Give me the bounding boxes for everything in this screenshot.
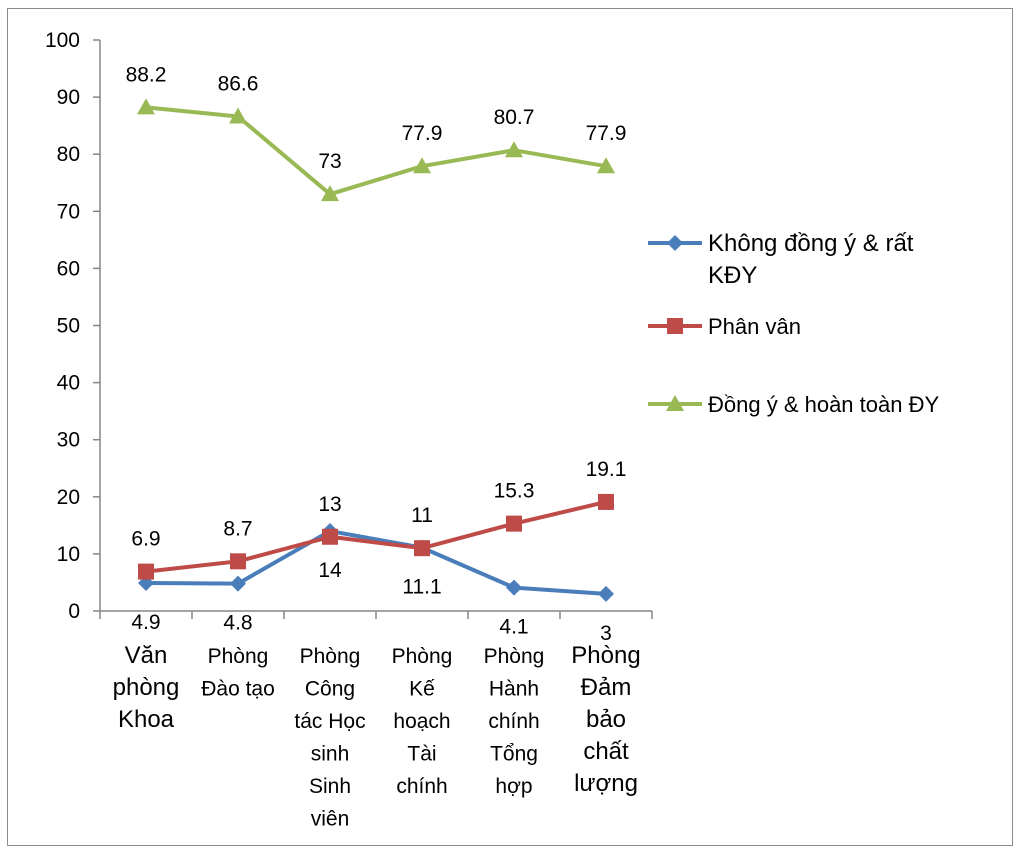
category-label: Hành — [489, 678, 539, 701]
category-label: chính — [488, 710, 539, 733]
series-line — [145, 499, 607, 574]
data-point — [137, 98, 155, 115]
data-point — [321, 185, 339, 202]
data-label: 19.1 — [586, 458, 627, 481]
category-label: Sinh — [309, 775, 351, 798]
series-line — [145, 105, 607, 197]
category-label: lượng — [574, 770, 638, 797]
data-point — [505, 141, 523, 158]
data-label: 88.2 — [126, 63, 167, 86]
y-tick-label: 20 — [57, 486, 80, 509]
data-label: 80.7 — [494, 106, 535, 129]
y-tick-label: 70 — [57, 200, 80, 223]
data-point — [666, 395, 684, 411]
data-point — [667, 318, 683, 334]
data-point — [138, 563, 154, 580]
legend-label: Đồng ý & hoàn toàn ĐY — [708, 392, 939, 417]
data-point — [322, 528, 338, 545]
category-labels: Văn phòng Khoa Phòng Đào tạo Phòng Công tác Học… — [113, 642, 641, 831]
category-label: bảo — [586, 706, 626, 733]
data-label: 13 — [318, 493, 341, 516]
data-point — [506, 515, 522, 532]
category-label: Phòng — [484, 645, 545, 668]
data-label: 77.9 — [402, 122, 443, 145]
category-label: phòng — [113, 674, 180, 701]
y-tick-label: 40 — [57, 372, 80, 395]
legend-label: Không đồng ý & rất — [708, 230, 914, 257]
data-label: 11.1 — [402, 576, 441, 599]
data-point — [230, 553, 246, 570]
data-point — [230, 575, 246, 592]
category-label: Đảm — [581, 674, 632, 701]
data-point — [597, 157, 615, 174]
data-label: 73 — [318, 150, 341, 173]
category-label: Tài — [407, 743, 436, 766]
data-label: 15.3 — [494, 480, 535, 503]
data-point — [598, 493, 614, 510]
data-label: 4.1 — [499, 616, 528, 639]
data-label: 14 — [318, 559, 342, 582]
data-point — [229, 107, 247, 124]
legend-label: KĐY — [708, 262, 757, 289]
data-point — [598, 585, 614, 602]
data-label: 3 — [600, 622, 612, 645]
y-tick-label: 10 — [57, 543, 80, 566]
legend-label: Phân vân — [708, 314, 801, 339]
y-tick-label: 60 — [57, 257, 80, 280]
category-label: Phòng — [208, 645, 269, 668]
data-point — [506, 579, 522, 596]
category-label: Kế — [409, 678, 435, 701]
series-layer — [137, 98, 615, 602]
category-label: Phòng — [571, 642, 640, 669]
y-tick-label: 30 — [57, 429, 80, 452]
y-tick-label: 80 — [57, 143, 80, 166]
category-label: hợp — [495, 775, 532, 798]
chart-frame — [7, 8, 1013, 846]
data-label: 4.9 — [131, 611, 160, 634]
category-label: Khoa — [118, 706, 175, 733]
category-label: Đào tạo — [201, 678, 275, 701]
category-label: hoạch — [393, 710, 450, 733]
series-line — [145, 529, 607, 596]
data-label: 86.6 — [218, 73, 259, 96]
axes: 0 10 20 30 40 50 60 70 80 90 100 — [45, 29, 653, 623]
data-point — [414, 540, 430, 557]
category-label: chất — [583, 738, 629, 765]
data-labels: 4.9 4.8 14 11.1 4.1 3 6.9 8.7 13 11 15.3 19.1 88.2 86… — [126, 63, 627, 644]
data-label: 8.7 — [223, 517, 252, 540]
category-label: tác Học — [294, 710, 365, 733]
category-label: Công — [305, 678, 355, 701]
y-tick-label: 0 — [68, 600, 80, 623]
category-label: Tổng — [490, 743, 538, 766]
category-label: Văn — [125, 642, 168, 669]
data-label: 4.8 — [223, 612, 252, 635]
y-tick-label: 90 — [57, 86, 80, 109]
y-tick-label: 100 — [45, 29, 80, 52]
data-label: 6.9 — [131, 528, 160, 551]
data-point — [413, 157, 431, 174]
legend: Không đồng ý & rất KĐY Phân vân Đồng ý & ho… — [648, 230, 939, 417]
data-label: 11 — [411, 504, 433, 527]
data-label: 77.9 — [586, 122, 627, 145]
category-label: Phòng — [300, 645, 361, 668]
category-label: sinh — [311, 743, 350, 766]
y-tick-label: 50 — [57, 315, 80, 338]
category-label: viên — [311, 808, 350, 831]
category-label: Phòng — [392, 645, 453, 668]
data-point — [667, 235, 683, 251]
category-label: chính — [396, 775, 447, 798]
